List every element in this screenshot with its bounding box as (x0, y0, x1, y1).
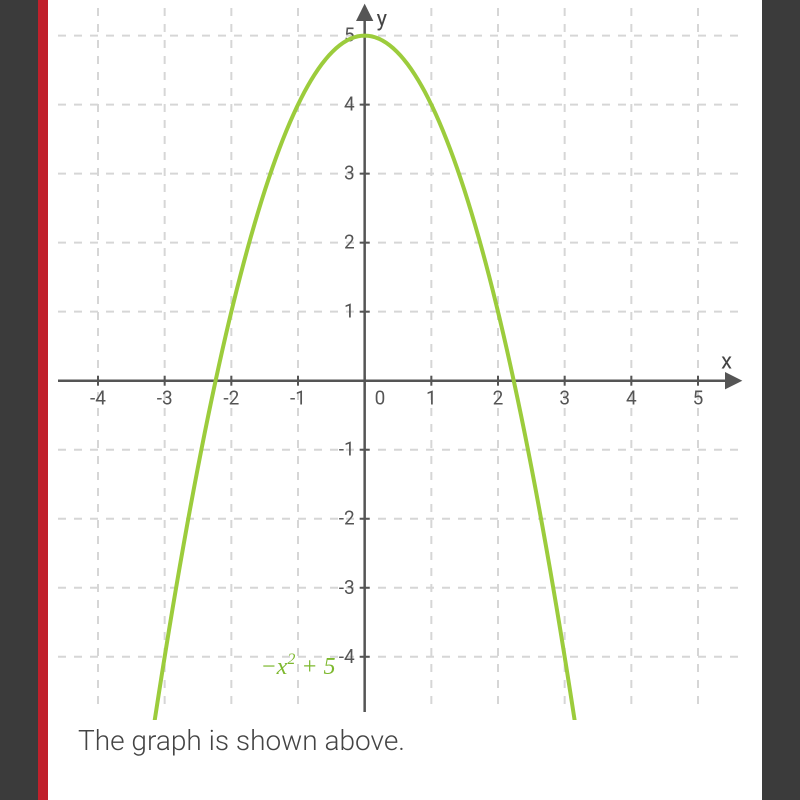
y-tick-label: 2 (344, 231, 355, 254)
x-axis-label: x (721, 350, 732, 375)
x-tick-label: 4 (626, 387, 637, 410)
x-tick-label: 0 (375, 387, 386, 410)
x-tick-label: -3 (157, 387, 173, 410)
y-tick-label: 3 (344, 162, 355, 185)
chart-container: -4-3-2-1012345-4-3-2-112345xy−x2 + 5 (48, 0, 762, 720)
frame-right (762, 0, 800, 800)
y-tick-label: -2 (339, 507, 355, 530)
parabola-chart: -4-3-2-1012345-4-3-2-112345xy−x2 + 5 (48, 0, 762, 720)
x-tick-label: -4 (90, 387, 106, 410)
y-tick-label: -4 (339, 645, 355, 668)
content-area: -4-3-2-1012345-4-3-2-112345xy−x2 + 5 The… (48, 0, 762, 800)
x-tick-label: -1 (290, 387, 306, 410)
y-axis-label: y (377, 7, 388, 32)
caption-text: The graph is shown above. (48, 720, 762, 757)
y-tick-label: -3 (339, 576, 355, 599)
accent-bar (38, 0, 48, 800)
x-tick-label: -2 (223, 387, 239, 410)
x-tick-label: 2 (493, 387, 504, 410)
y-tick-label: 1 (344, 300, 355, 323)
y-tick-label: 4 (344, 93, 355, 116)
frame-left (0, 0, 38, 800)
function-label: −x2 + 5 (260, 651, 335, 680)
x-tick-label: 1 (426, 387, 437, 410)
x-tick-label: 5 (693, 387, 704, 410)
x-tick-label: 3 (559, 387, 570, 410)
y-tick-label: -1 (339, 438, 355, 461)
